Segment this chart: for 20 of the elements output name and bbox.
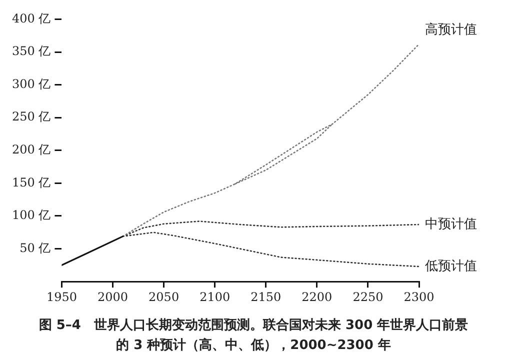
y-tick-label: 250 亿 [12, 110, 51, 124]
y-tick-label: 50 亿 [20, 240, 51, 255]
y-tick-label: 200 亿 [12, 142, 51, 157]
series-label: 高预计值 [425, 22, 477, 38]
x-tick-label: 2100 [200, 290, 230, 304]
series-label: 中预计值 [425, 216, 477, 232]
x-tick-label: 2250 [352, 290, 384, 304]
x-tick-label: 2300 [404, 290, 434, 304]
x-tick-label: 2200 [302, 290, 332, 304]
y-tick-label: 150 亿 [12, 175, 51, 190]
y-tick-label: 350 亿 [12, 44, 51, 58]
x-tick-label: 1950 [46, 290, 77, 304]
series-label: 低预计值 [425, 258, 477, 274]
y-tick-label: 100 亿 [12, 208, 51, 222]
y-tick-label: 300 亿 [12, 76, 51, 91]
x-tick-label: 2150 [250, 290, 282, 304]
text: 图 5–4 世界人口长期变动范围预测。联合国对未来 300 年世界人口前景的 3 种预计（高、中、低），2000~2300 年 [38, 316, 470, 355]
x-tick-label: 2000 [97, 290, 128, 304]
x-tick-label: 2050 [148, 290, 180, 304]
y-tick-label: 400 亿 [12, 11, 51, 26]
